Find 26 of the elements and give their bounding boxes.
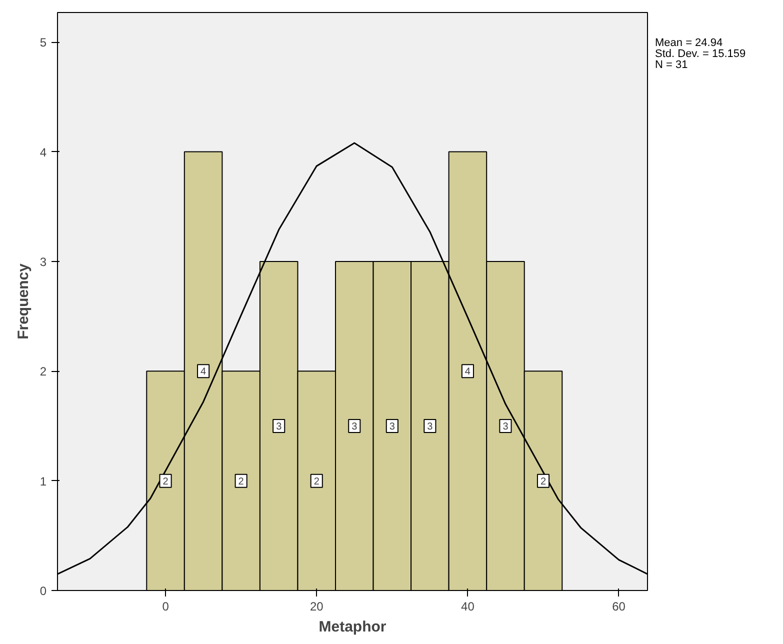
text: Mean = 24.94 (655, 37, 723, 49)
x-tick-label: 40 (461, 600, 475, 614)
text: Std. Dev. = 15.159 (655, 48, 746, 60)
y-tick-label: 4 (40, 145, 47, 160)
data-label: 3 (502, 421, 509, 432)
x-tick-label: 20 (310, 600, 324, 614)
x-tick-label: 60 (612, 600, 626, 614)
x-tick-label: 0 (162, 600, 170, 614)
data-label: 4 (200, 366, 207, 378)
data-label: 2 (314, 476, 320, 488)
x-axis-title: Metaphor (318, 618, 386, 636)
text: N = 31 (655, 59, 688, 71)
data-label: 3 (352, 421, 358, 432)
y-tick-label: 5 (40, 36, 47, 50)
data-label: 3 (276, 421, 282, 432)
y-axis-title: Frequency (14, 262, 32, 340)
data-label: 3 (389, 421, 396, 432)
y-tick-label: 3 (40, 254, 47, 269)
data-label: 2 (162, 476, 169, 488)
data-label: 3 (427, 421, 434, 432)
y-tick-label: 0 (40, 584, 47, 598)
data-label: 2 (238, 476, 244, 488)
data-label: 4 (464, 366, 471, 378)
data-label: 2 (540, 476, 546, 488)
y-tick-label: 2 (40, 364, 47, 379)
y-tick-label: 1 (40, 474, 47, 488)
